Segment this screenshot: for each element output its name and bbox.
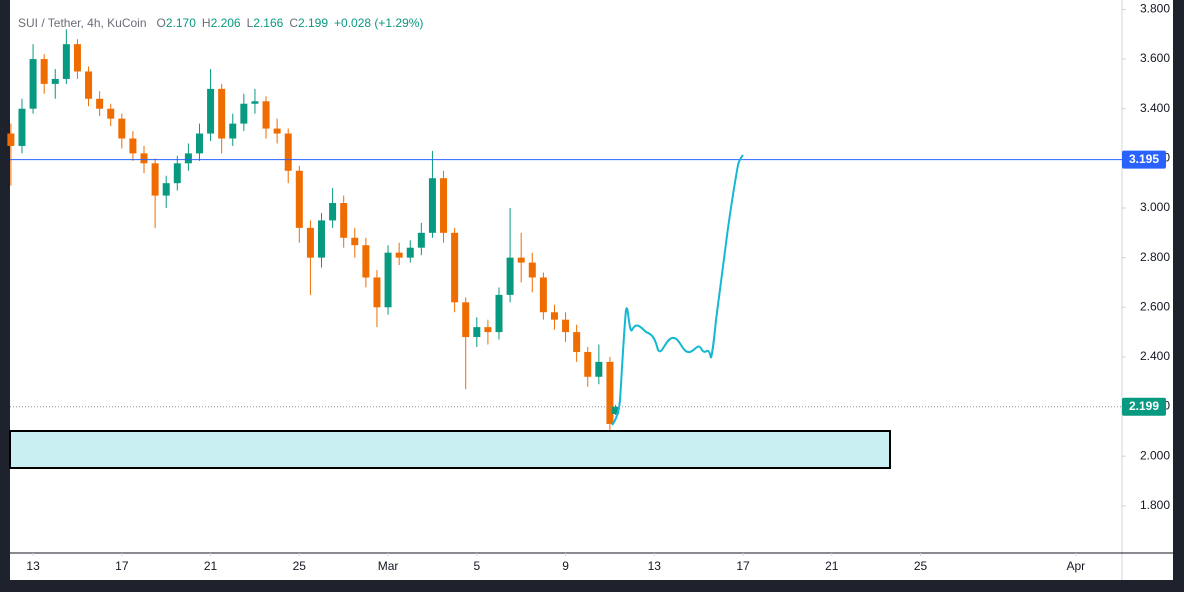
x-tick-label: 9 <box>562 559 569 573</box>
candle-body <box>462 302 470 338</box>
candle-body <box>495 294 503 333</box>
x-tick-label: 13 <box>648 559 662 573</box>
candle-body <box>85 71 93 99</box>
legend-value: 2.206 <box>211 16 241 30</box>
plot-area <box>7 29 1122 467</box>
candle-body <box>140 153 148 164</box>
candle-body <box>351 237 359 246</box>
candle-body <box>473 327 481 338</box>
legend-key: O <box>157 16 166 30</box>
price-label-box <box>1122 150 1166 169</box>
y-tick-label: 1.800 <box>1140 498 1170 512</box>
candle-body <box>195 133 203 154</box>
candle-body <box>96 98 104 109</box>
candle-body <box>251 101 259 104</box>
x-tick-label: 5 <box>473 559 480 573</box>
candle-body <box>562 319 570 333</box>
candle-body <box>118 118 126 139</box>
candle-body <box>340 203 348 238</box>
candle-body <box>406 247 414 258</box>
candle-body <box>218 88 226 139</box>
candle-body <box>329 203 337 221</box>
legend-change: +0.028 (+1.29%) <box>334 16 423 30</box>
x-tick-label: Apr <box>1067 559 1086 573</box>
candle-body <box>373 277 381 308</box>
candle-body <box>273 128 281 134</box>
candle-body <box>29 59 37 109</box>
legend-key: C <box>289 16 298 30</box>
candle-body <box>295 170 303 228</box>
y-tick-label: 2.400 <box>1140 349 1170 363</box>
candle-body <box>573 332 581 352</box>
candle-body <box>528 262 536 278</box>
candle-body <box>240 103 248 124</box>
candle-body <box>318 220 326 258</box>
legend-value: 2.166 <box>253 16 283 30</box>
y-tick-label: 3.000 <box>1140 200 1170 214</box>
candle-body <box>262 101 270 129</box>
candle-body <box>306 227 314 258</box>
x-tick-label: 21 <box>204 559 218 573</box>
candle-body <box>162 183 170 196</box>
candle-body <box>107 108 115 119</box>
legend: SUI / Tether, 4h, KuCoin O 2.170 H 2.206 L 2.… <box>18 16 423 30</box>
candle-body <box>51 78 59 84</box>
candle-body <box>484 327 492 333</box>
chart-background <box>10 0 1173 580</box>
price-label-box <box>1122 397 1166 416</box>
candle-body <box>428 178 436 233</box>
y-tick-label: 2.600 <box>1140 299 1170 313</box>
candle-body <box>229 123 237 139</box>
candle-body <box>451 232 459 303</box>
legend-value: 2.170 <box>166 16 196 30</box>
candle-body <box>395 252 403 258</box>
candle-body <box>284 133 292 171</box>
legend-value: 2.199 <box>298 16 328 30</box>
candle-body <box>417 232 425 248</box>
candle-body <box>40 59 48 84</box>
x-tick-label: 25 <box>293 559 307 573</box>
candle-body <box>18 108 26 146</box>
candle-body <box>539 277 547 313</box>
candle-body <box>584 351 592 377</box>
y-tick-label: 2.800 <box>1140 250 1170 264</box>
y-tick-label: 3.800 <box>1140 2 1170 16</box>
candle-body <box>550 312 558 320</box>
candle-body <box>517 257 525 263</box>
candle-body <box>606 361 614 424</box>
candle-body <box>440 178 448 233</box>
candle-body <box>62 44 70 79</box>
symbol-title: SUI / Tether, 4h, KuCoin <box>18 16 147 30</box>
candle-body <box>151 163 159 196</box>
candle-body <box>7 133 15 146</box>
x-tick-label: 17 <box>736 559 750 573</box>
y-tick-label: 2.000 <box>1140 448 1170 462</box>
y-tick-label: 3.600 <box>1140 51 1170 65</box>
candle-body <box>595 361 603 377</box>
candle-body <box>384 252 392 308</box>
candle-body <box>207 88 215 134</box>
x-tick-label: 25 <box>914 559 928 573</box>
candle-body <box>184 153 192 164</box>
x-tick-label: 21 <box>825 559 839 573</box>
legend-key: H <box>202 16 211 30</box>
candle-body <box>362 245 370 278</box>
price-label: 3.195 <box>1129 152 1159 166</box>
support-zone <box>9 430 891 469</box>
projection-path <box>611 154 744 426</box>
x-tick-label: 17 <box>115 559 129 573</box>
candle-body <box>611 406 619 415</box>
x-tick-label: 13 <box>26 559 40 573</box>
candle-body <box>173 163 181 184</box>
price-label: 2.199 <box>1129 399 1159 413</box>
y-tick-label: 3.400 <box>1140 101 1170 115</box>
candle-body <box>73 44 81 72</box>
x-tick-label: Mar <box>378 559 399 573</box>
candle-body <box>506 257 514 295</box>
legend-key: L <box>247 16 254 30</box>
candle-body <box>129 138 137 154</box>
